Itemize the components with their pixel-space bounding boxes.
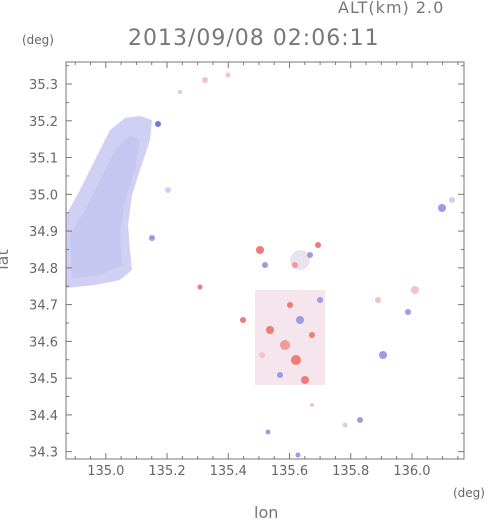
y-tick-label: 35.2 bbox=[29, 115, 58, 130]
altitude-label: ALT(km) 2.0 bbox=[338, 0, 445, 17]
x-axis-unit: (deg) bbox=[453, 486, 485, 500]
echo-scattered bbox=[149, 72, 314, 458]
plot-border bbox=[65, 61, 465, 460]
echo-region-northwest-inner bbox=[70, 135, 140, 278]
x-tick-label: 135.4 bbox=[210, 464, 247, 479]
y-axis-ticks: 35.3 35.2 35.1 35.0 34.9 34.8 34.7 34.6 34.5 34.4… bbox=[29, 65, 464, 461]
y-tick-label: 35.0 bbox=[29, 188, 58, 203]
y-tick-label: 34.9 bbox=[29, 225, 58, 240]
y-tick-label: 34.4 bbox=[29, 409, 58, 424]
echo-cluster-northcenter bbox=[256, 242, 321, 270]
x-axis-label: lon bbox=[254, 503, 279, 522]
y-tick-label: 34.5 bbox=[29, 372, 58, 387]
x-axis-ticks: 135.0 135.2 135.4 135.6 135.8 136.0 bbox=[74, 62, 459, 479]
echo-field bbox=[66, 72, 455, 458]
x-tick-label: 136.0 bbox=[393, 464, 430, 479]
echo-cluster-east bbox=[342, 197, 455, 428]
x-tick-label: 135.0 bbox=[87, 464, 124, 479]
x-tick-label: 135.6 bbox=[271, 464, 308, 479]
echo-cluster-center bbox=[255, 290, 325, 385]
y-axis-unit: (deg) bbox=[22, 33, 54, 47]
y-tick-label: 34.3 bbox=[29, 446, 58, 461]
y-tick-label: 34.6 bbox=[29, 335, 58, 350]
y-tick-label: 34.7 bbox=[29, 299, 58, 314]
x-tick-label: 135.2 bbox=[148, 464, 185, 479]
y-tick-label: 34.8 bbox=[29, 262, 58, 277]
plot-frame bbox=[65, 61, 465, 460]
datetime-title: 2013/09/08 02:06:11 bbox=[128, 26, 380, 51]
y-tick-label: 35.3 bbox=[29, 78, 58, 93]
x-tick-label: 135.8 bbox=[332, 464, 369, 479]
y-tick-label: 35.1 bbox=[29, 152, 58, 167]
